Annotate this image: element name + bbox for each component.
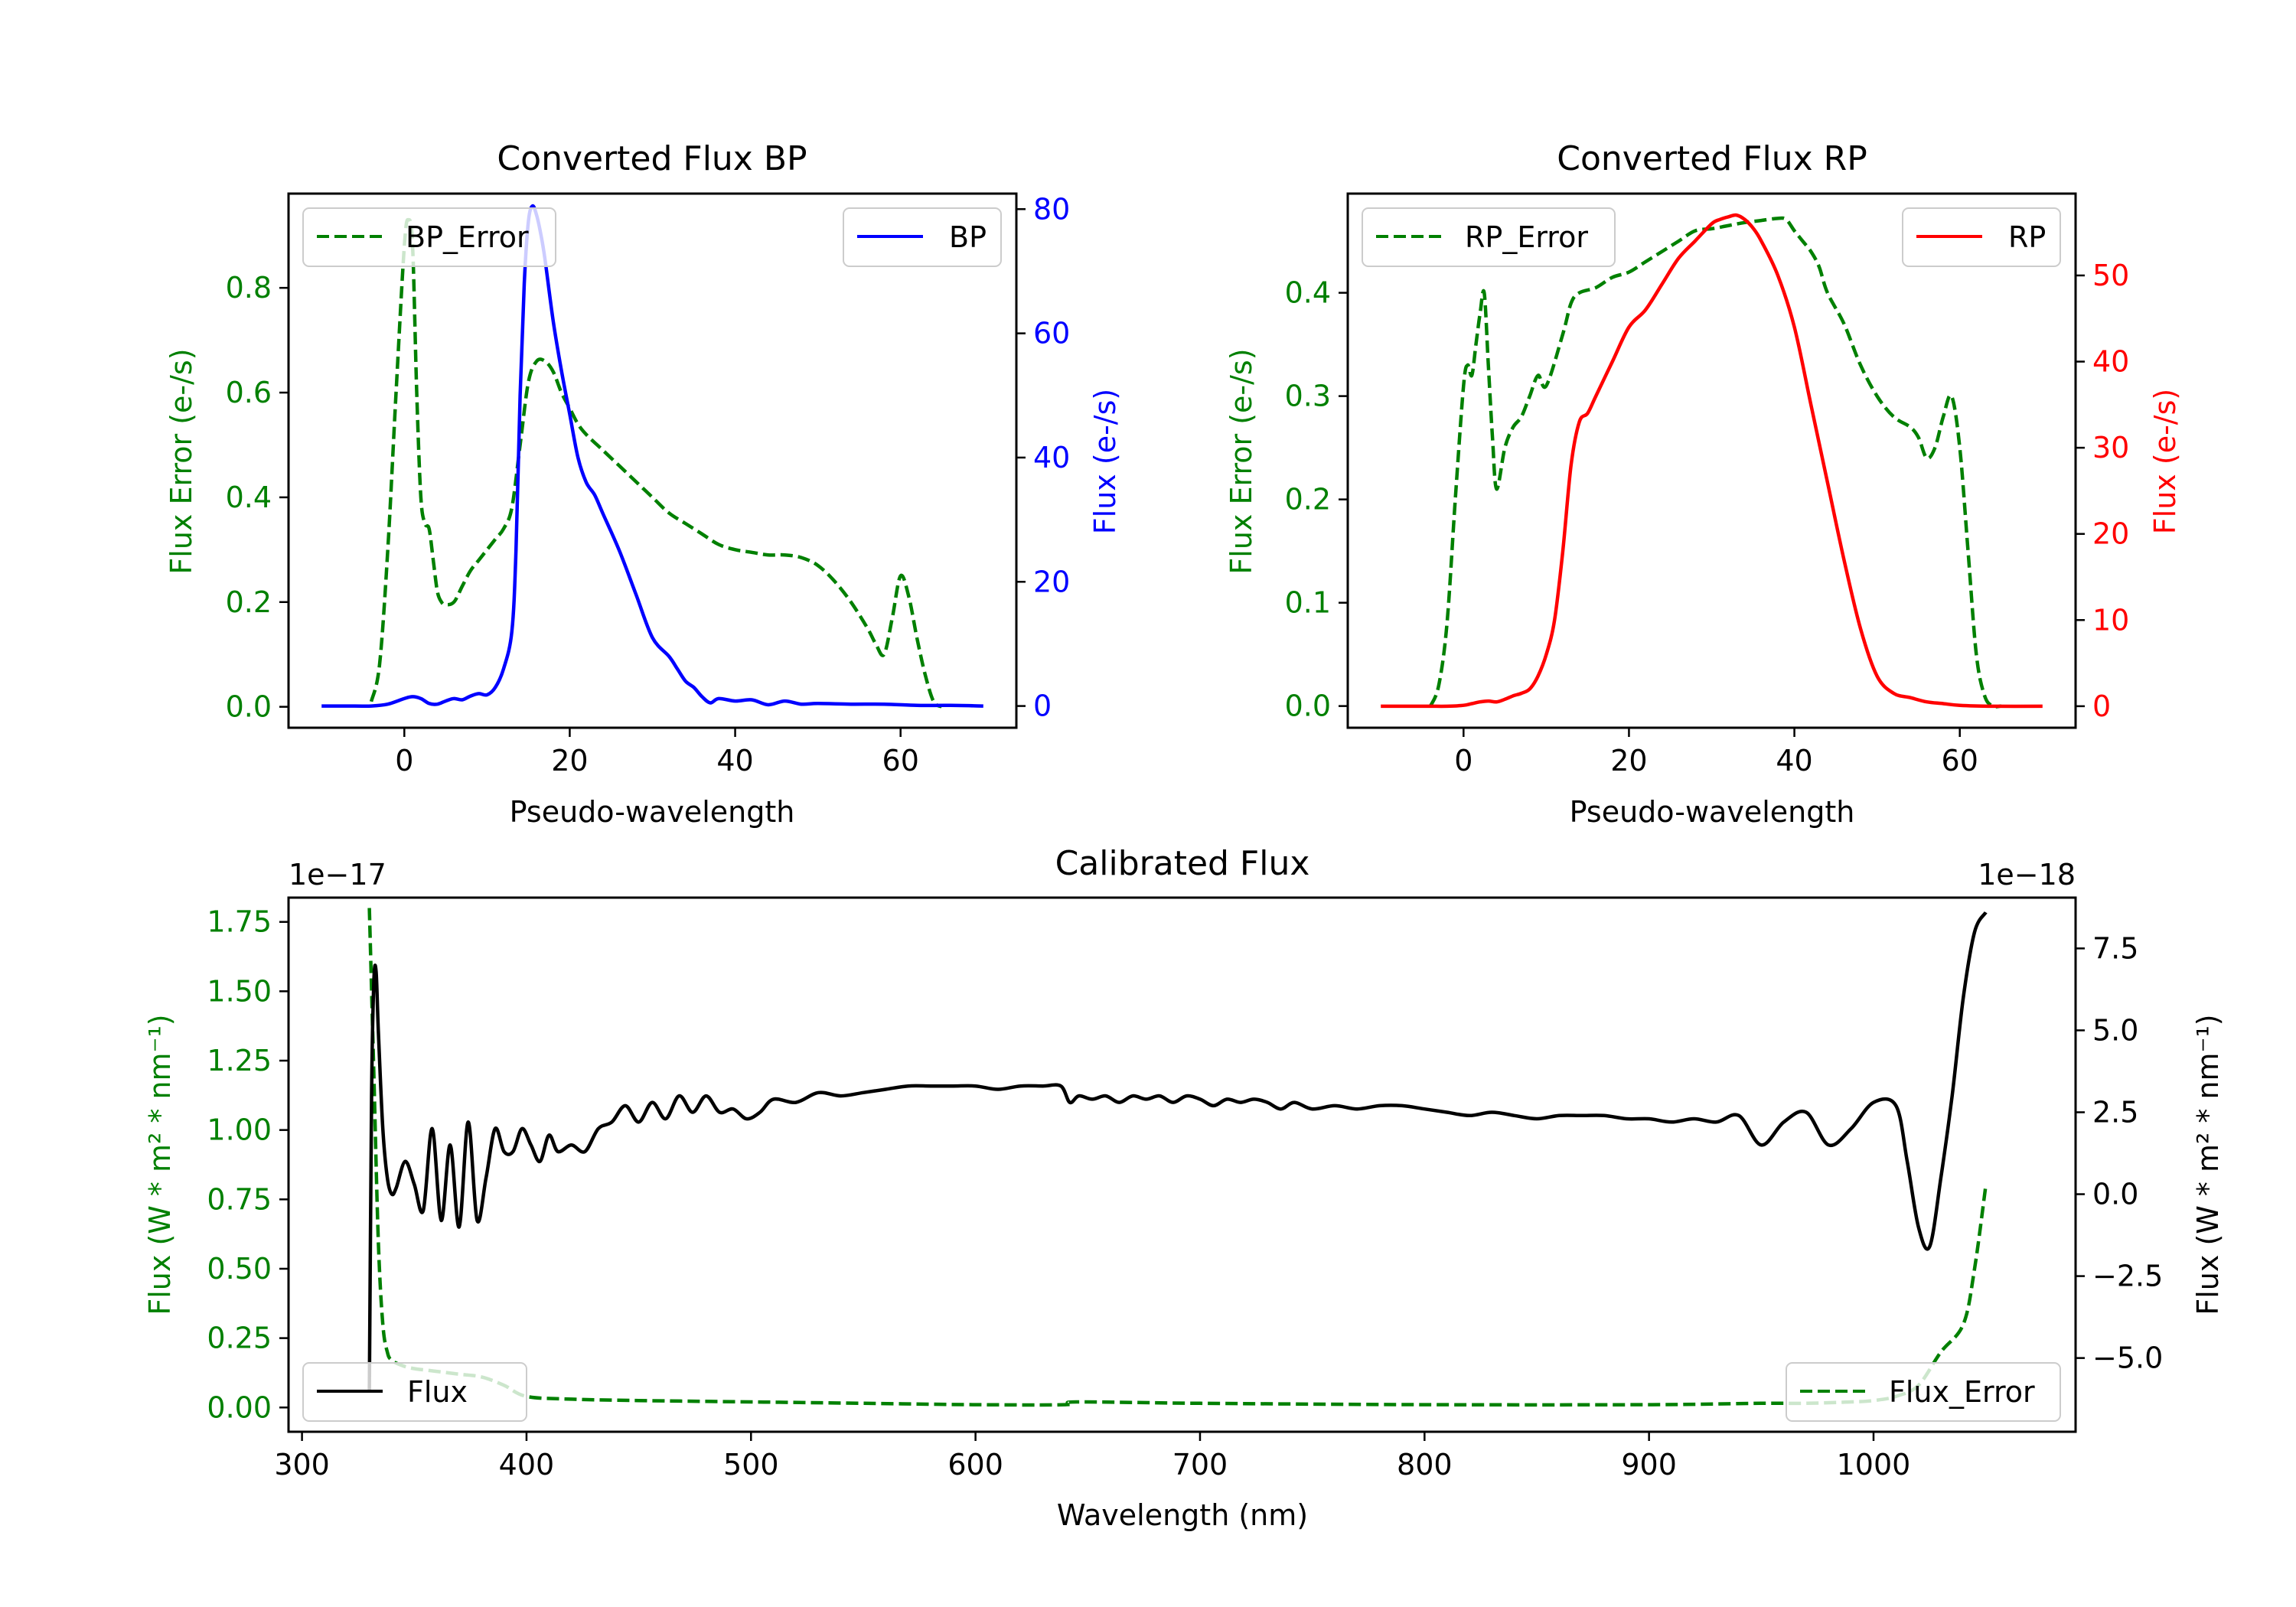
y-right-tick-label: 2.5 <box>2092 1095 2138 1129</box>
y-right-tick-label: 7.5 <box>2092 931 2138 965</box>
y-left-tick-label: 0.2 <box>226 585 272 619</box>
y-left-tick-label: 0.4 <box>226 481 272 514</box>
y-left-tick-label: 0.0 <box>226 690 272 724</box>
chart-calibrated-legend-left: Flux <box>302 1362 527 1422</box>
x-tick-label: 900 <box>1621 1448 1677 1482</box>
y-left-tick-label: 0.6 <box>226 376 272 409</box>
x-tick-label: 700 <box>1172 1448 1228 1482</box>
chart-rp-legend-right: RP <box>1902 207 2061 267</box>
legend-bp-label: BP <box>949 220 987 254</box>
y-left-tick-label: 0.50 <box>207 1252 272 1286</box>
legend-rp-label: RP <box>2008 220 2046 254</box>
chart-rp-legend-left: RP_Error <box>1362 207 1616 267</box>
y-left-tick-label: 1.50 <box>207 974 272 1008</box>
y-left-tick-label: 0.25 <box>207 1322 272 1355</box>
y-left-tick-label: 0.1 <box>1285 586 1331 620</box>
x-tick-label: 60 <box>1942 744 1978 777</box>
y-left-tick-label: 0.2 <box>1285 483 1331 517</box>
y-left-tick-label: 1.75 <box>207 905 272 939</box>
chart-bp-ylabel-right: Flux (e-/s) <box>1088 389 1122 534</box>
y-right-tick-label: 0 <box>2092 689 2111 723</box>
y-left-tick-label: 0.4 <box>1285 276 1331 310</box>
chart-calibrated-offset-right: 1e−18 <box>1978 858 2076 892</box>
legend-rp-error-label: RP_Error <box>1465 220 1588 254</box>
chart-rp-xlabel: Pseudo-wavelength <box>1570 795 1855 829</box>
x-tick-label: 400 <box>499 1448 555 1482</box>
chart-bp-legend-right: BP <box>843 207 1002 267</box>
x-tick-label: 20 <box>1610 744 1647 777</box>
y-right-tick-label: 0 <box>1033 689 1052 723</box>
y-left-tick-label: 0.8 <box>226 271 272 305</box>
chart-calibrated-legend-right: Flux_Error <box>1786 1362 2061 1422</box>
x-tick-label: 500 <box>723 1448 779 1482</box>
x-tick-label: 0 <box>1454 744 1473 777</box>
y-right-tick-label: 0.0 <box>2092 1178 2138 1211</box>
chart-rp: Converted Flux RP 0 20 40 60 0.0 0.1 0.2 0.3 0.… <box>1225 139 2182 829</box>
y-left-tick-label: 0.75 <box>207 1182 272 1216</box>
y-right-tick-label: 40 <box>2092 345 2129 379</box>
y-right-tick-label: 5.0 <box>2092 1013 2138 1047</box>
chart-rp-title: Converted Flux RP <box>1557 139 1867 178</box>
y-left-tick-label: 0.3 <box>1285 380 1331 413</box>
chart-bp-title: Converted Flux BP <box>497 139 807 178</box>
x-tick-label: 20 <box>551 744 588 777</box>
y-left-tick-label: 1.00 <box>207 1113 272 1147</box>
chart-bp-ylabel-left: Flux Error (e-/s) <box>165 348 198 574</box>
y-right-tick-label: 50 <box>2092 259 2129 292</box>
y-left-tick-label: 0.0 <box>1285 689 1331 723</box>
y-right-tick-label: 20 <box>1033 565 1070 598</box>
x-tick-label: 40 <box>716 744 753 777</box>
x-tick-label: 1000 <box>1837 1448 1911 1482</box>
series-bp <box>321 204 983 709</box>
series-rp-error <box>1429 216 2001 709</box>
x-tick-label: 0 <box>395 744 413 777</box>
y-right-tick-label: 20 <box>2092 517 2129 551</box>
y-right-tick-label: 80 <box>1033 192 1070 226</box>
series-flux-error <box>367 908 1988 1407</box>
y-right-tick-label: 60 <box>1033 317 1070 350</box>
y-right-tick-label: −5.0 <box>2092 1341 2163 1375</box>
legend-flux-label: Flux <box>407 1375 468 1409</box>
y-right-tick-label: −2.5 <box>2092 1260 2163 1293</box>
series-bp-error <box>369 217 943 709</box>
chart-bp-frame <box>287 192 1018 729</box>
chart-calibrated-xlabel: Wavelength (nm) <box>1057 1498 1308 1532</box>
legend-bp-error-label: BP_Error <box>406 220 529 254</box>
x-tick-label: 600 <box>947 1448 1003 1482</box>
chart-calibrated-frame <box>287 896 2077 1433</box>
chart-bp-xlabel: Pseudo-wavelength <box>510 795 795 829</box>
x-tick-label: 800 <box>1397 1448 1453 1482</box>
chart-rp-frame <box>1346 192 2077 729</box>
chart-calibrated-ylabel-left: Flux (W * m² * nm⁻¹) <box>143 1014 177 1315</box>
series-rp <box>1381 213 2043 709</box>
y-left-tick-label: 0.00 <box>207 1390 272 1424</box>
chart-rp-ylabel-right: Flux (e-/s) <box>2148 389 2182 534</box>
y-left-tick-label: 1.25 <box>207 1044 272 1077</box>
x-tick-label: 300 <box>274 1448 330 1482</box>
x-tick-label: 60 <box>882 744 919 777</box>
x-tick-label: 40 <box>1776 744 1812 777</box>
chart-bp: Converted Flux BP 0 20 40 60 0.0 0.2 0.4 0.6 0.… <box>165 139 1122 829</box>
chart-calibrated-ylabel-right: Flux (W * m² * nm⁻¹) <box>2191 1014 2225 1315</box>
chart-calibrated-title: Calibrated Flux <box>1055 844 1310 883</box>
y-right-tick-label: 30 <box>2092 431 2129 464</box>
y-right-tick-label: 40 <box>1033 441 1070 474</box>
chart-calibrated-offset-left: 1e−17 <box>289 858 386 892</box>
chart-calibrated: Calibrated Flux 1e−17 1e−18 300 400 500 600… <box>143 844 2225 1532</box>
chart-rp-ylabel-left: Flux Error (e-/s) <box>1225 348 1258 574</box>
legend-flux-error-label: Flux_Error <box>1889 1375 2035 1409</box>
series-flux <box>367 911 1988 1391</box>
chart-bp-legend-left: BP_Error <box>302 207 556 267</box>
y-right-tick-label: 10 <box>2092 603 2129 637</box>
